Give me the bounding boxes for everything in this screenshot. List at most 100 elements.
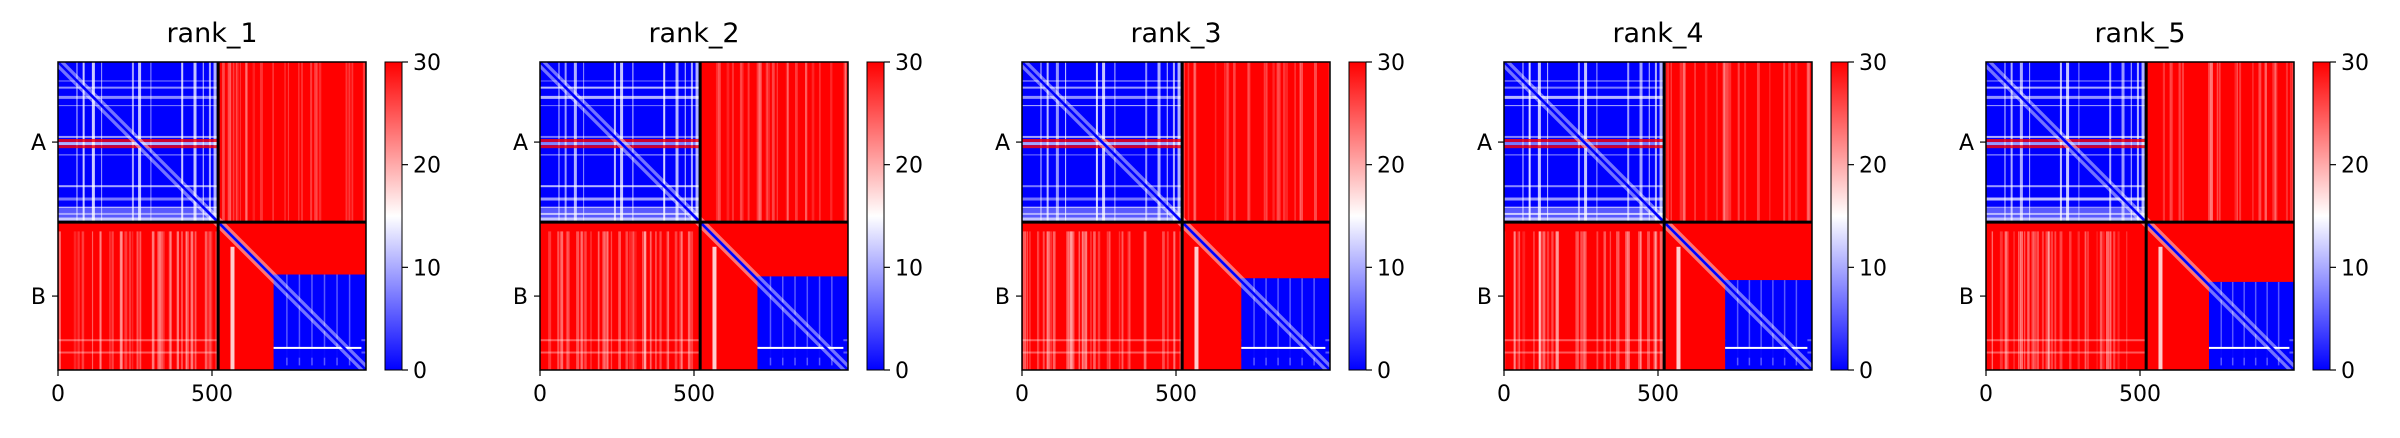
streak-ba [2005,231,2007,370]
streak-ba [210,231,213,370]
streak-ab [1667,62,1669,223]
streak-ba [119,231,123,370]
colorbar-tick-label: 20 [895,154,923,179]
streak-ba [1078,231,1081,370]
streak-ba [1538,231,1541,370]
streak-ba [132,231,134,370]
streak-aa-v [1537,62,1541,223]
stripe-bb-white [1676,246,1681,370]
streak-ba [1618,231,1620,370]
streak-ba [2045,231,2048,370]
streak-ba [111,231,114,370]
streak-ab [2274,62,2278,223]
streak-aa-v [150,62,152,223]
xtick-label: 0 [1979,382,1993,407]
streak-aa-h [1504,206,1665,208]
diagonal-core [58,62,366,370]
band-ba-h [1022,351,1330,354]
streak-ba [604,231,608,370]
streak-ba [1577,231,1579,370]
streak-ba [2030,231,2034,370]
streak-ba [1066,231,1069,370]
streak-ba [1555,231,1558,370]
streak-ab [756,62,759,223]
colorbar [1830,61,1849,371]
streak-ab [771,62,775,223]
streak-ba [1081,231,1084,370]
streak-ab [310,62,313,223]
streak-ba [1129,231,1131,370]
stripe-bb-white [1194,246,1199,370]
diagonal-core [1986,62,2294,370]
band-bb-bottom-white [273,346,362,349]
panel-title: rank_1 [166,18,257,49]
streak-ba [1603,231,1607,370]
streak-aa-v [181,62,184,223]
streak-ab [2162,62,2166,223]
block-BA [1504,222,1665,370]
streak-ba [1162,231,1165,370]
band-ba-h [1504,351,1812,354]
block-AB [2146,62,2294,223]
band-ba-h [58,339,366,342]
streak-ba [2013,231,2015,370]
streak-ab [1183,62,1185,223]
streak-ab [351,62,354,223]
xtick-label: 0 [533,382,547,407]
band-bb-left [218,222,274,370]
streak-ab [1223,62,1225,223]
streak-ab [2169,62,2172,223]
streak-ba [1078,231,1080,370]
xtick-label: 0 [51,382,65,407]
streak-ab [2252,62,2254,223]
streak-aa-v [1177,62,1181,223]
streak-ab [236,62,239,223]
streak-ab [1233,62,1236,223]
streak-ba [2020,231,2023,370]
block-BA [540,222,701,370]
streak-ba [168,231,172,370]
streak-ba [124,231,128,370]
streak-ab [1788,62,1791,223]
streak-ab [1214,62,1217,223]
streak-aa-v [1166,62,1168,223]
streak-ba [2032,231,2035,370]
streak-ba [81,231,85,370]
xtick-label: 500 [2119,382,2161,407]
streak-bb-v [1772,280,1774,366]
streak-ba [580,231,583,370]
streak-aa-v [1627,62,1630,223]
streak-ab [1194,62,1197,223]
streak-ab [1694,62,1697,223]
streak-bb-v [2266,281,2268,366]
streak-aa-h [58,185,219,188]
streak-aa-v [1648,62,1650,223]
streak-ba [607,231,609,370]
streak-ba [643,231,647,370]
streak-ba [120,231,123,370]
streak-bb-v [794,276,796,366]
band-bb-bottom-white [2208,346,2290,349]
streak-ab [287,62,290,223]
streak-bb-v [818,276,821,366]
band-aa-red [540,145,701,149]
streak-ab [301,62,303,223]
colorbar-tick-label: 30 [895,51,923,76]
streak-ba [1108,231,1111,370]
streak-ba [185,231,187,370]
streak-bb-v [1313,278,1315,366]
diagonal-core [540,62,848,370]
streak-ba [1049,231,1053,370]
streak-ba [2036,231,2039,370]
streak-ab [2289,62,2292,223]
heatmap [1986,62,2294,370]
streak-ba [679,231,682,370]
streak-ba [2113,231,2116,370]
streak-ba [560,231,564,370]
streak-bb-v [298,274,301,366]
streak-aa-v [2109,62,2112,223]
streak-ba [548,231,552,370]
band-aa-edge [1022,206,1183,223]
streak-aa-h [58,217,219,221]
streak-aa-h [1504,197,1665,201]
